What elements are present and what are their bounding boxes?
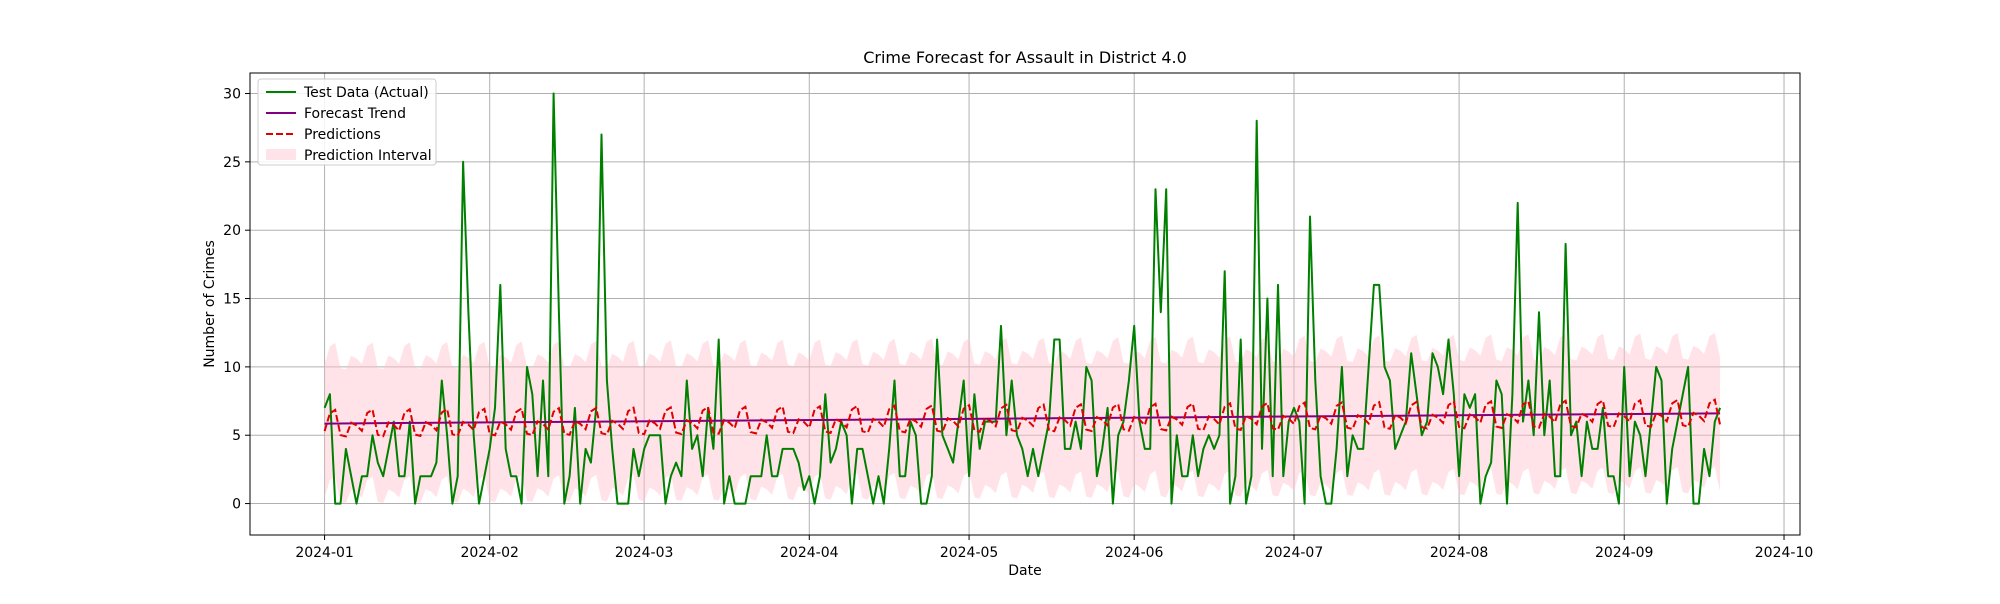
legend: Test Data (Actual) Forecast Trend Predicti… <box>257 78 437 166</box>
legend-label: Prediction Interval <box>304 148 432 164</box>
chart-title: Crime Forecast for Assault in District 4… <box>863 48 1187 67</box>
y-axis-label: Number of Crimes <box>202 240 218 368</box>
legend-swatch-interval <box>266 149 296 160</box>
x-tick-label: 2024-09 <box>1595 545 1654 561</box>
y-tick-label: 5 <box>232 428 241 444</box>
plot-frame <box>249 72 1801 536</box>
y-tick-label: 10 <box>223 360 241 376</box>
x-tick-label: 2024-04 <box>780 545 839 561</box>
x-tick-label: 2024-02 <box>460 545 519 561</box>
x-tick-label: 2024-06 <box>1105 545 1164 561</box>
x-axis-label: Date <box>1008 563 1041 579</box>
legend-label: Forecast Trend <box>304 106 406 122</box>
legend-label: Test Data (Actual) <box>303 85 429 101</box>
legend-label: Predictions <box>304 127 381 143</box>
y-tick-label: 25 <box>223 155 241 171</box>
x-tick-label: 2024-07 <box>1265 545 1324 561</box>
grid <box>250 73 1800 535</box>
test-data-actual-line <box>323 92 1722 505</box>
x-axis-ticks: 2024-01 2024-02 2024-03 2024-04 2024-05 2024-… <box>295 535 1813 561</box>
y-tick-label: 30 <box>223 87 241 103</box>
y-axis-ticks: 0 5 10 15 20 25 30 <box>223 87 250 513</box>
predictions-line <box>323 398 1722 438</box>
x-tick-label: 2024-10 <box>1755 545 1814 561</box>
y-tick-label: 0 <box>232 497 241 513</box>
x-tick-label: 2024-03 <box>615 545 674 561</box>
x-tick-label: 2024-01 <box>295 545 354 561</box>
y-tick-label: 20 <box>223 223 241 239</box>
series-lines <box>323 92 1722 505</box>
x-tick-label: 2024-05 <box>940 545 999 561</box>
legend-box <box>257 78 437 166</box>
x-tick-label: 2024-08 <box>1430 545 1489 561</box>
y-tick-label: 15 <box>223 292 241 308</box>
